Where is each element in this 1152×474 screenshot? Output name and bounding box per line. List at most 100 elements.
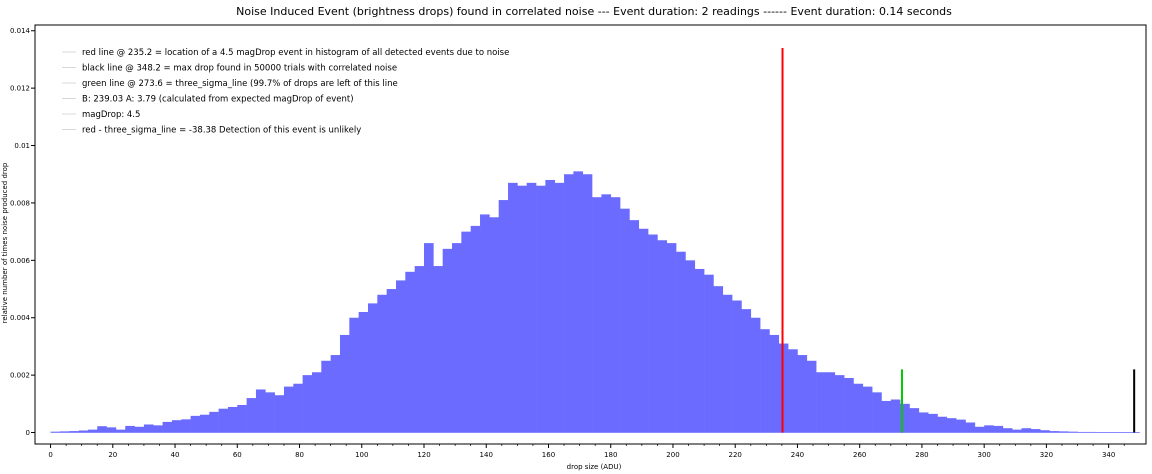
histogram-bar <box>918 412 929 433</box>
histogram-bar <box>862 386 873 433</box>
x-tick-label: 0 <box>48 451 52 459</box>
histogram-bar <box>255 389 266 433</box>
histogram-bar <box>1012 429 1022 433</box>
x-tick-label: 300 <box>977 451 990 459</box>
histogram-bar <box>638 228 649 433</box>
legend-entry: green line @ 273.6 = three_sigma_line (9… <box>82 79 398 89</box>
y-tick-label: 0.004 <box>10 314 31 322</box>
x-axis: 0 20 40 60 80 100 120 140 160 180 200 220 240 260 280 3… <box>48 444 1125 459</box>
histogram-bar <box>573 171 584 433</box>
histogram-bar <box>171 420 182 433</box>
histogram-bars <box>50 171 1140 434</box>
histogram-bar <box>237 404 247 433</box>
histogram-bar <box>1040 430 1050 433</box>
x-tick-label: 80 <box>295 451 304 459</box>
histogram-bar <box>676 251 686 433</box>
x-tick-label: 220 <box>729 451 742 459</box>
histogram-bar <box>909 408 920 433</box>
histogram-bar <box>657 240 668 433</box>
histogram-bar <box>69 431 79 433</box>
histogram-bar <box>778 343 789 433</box>
marker-lines <box>781 47 1136 433</box>
histogram-bar <box>424 243 434 433</box>
y-tick-label: 0.01 <box>14 142 30 150</box>
legend: red line @ 235.2 = location of a 4.5 mag… <box>62 48 509 136</box>
histogram-bar <box>265 392 275 433</box>
x-tick-label: 260 <box>853 451 866 459</box>
histogram-bar <box>853 383 864 433</box>
histogram-bar <box>946 418 957 433</box>
histogram-bar <box>797 355 808 433</box>
histogram-bar <box>984 425 994 433</box>
histogram-bar <box>1002 428 1013 433</box>
x-tick-label: 120 <box>417 451 430 459</box>
histogram-bar <box>685 260 696 433</box>
histogram-bar <box>592 197 602 433</box>
histogram-bar <box>582 174 593 433</box>
histogram-bar <box>78 430 89 433</box>
x-tick-label: 320 <box>1040 451 1053 459</box>
histogram-bar <box>358 311 369 433</box>
histogram-bar <box>806 360 817 433</box>
histogram-bar <box>956 419 966 433</box>
histogram-bar <box>890 399 901 433</box>
histogram-bar <box>965 422 976 433</box>
histogram-bar <box>629 220 640 433</box>
histogram-bar <box>246 398 257 433</box>
histogram-bar <box>1058 431 1069 433</box>
x-tick-label: 140 <box>480 451 493 459</box>
histogram-bar <box>704 274 714 433</box>
histogram-bar <box>610 197 621 433</box>
histogram-bar <box>601 194 612 433</box>
histogram-bar <box>844 377 854 433</box>
x-axis-title: drop size (ADU) <box>567 463 622 471</box>
histogram-bar <box>1030 429 1041 433</box>
histogram-bar <box>442 248 453 433</box>
y-tick-label: 0.002 <box>10 372 30 380</box>
histogram-bar <box>545 179 556 433</box>
histogram-bar <box>321 360 331 433</box>
histogram-bar <box>554 182 565 433</box>
x-tick-label: 280 <box>915 451 928 459</box>
histogram-bar <box>881 400 892 433</box>
y-tick-label: 0.014 <box>10 27 31 35</box>
y-tick-label: 0.006 <box>10 257 31 265</box>
histogram-bar <box>461 231 471 433</box>
histogram-bar <box>564 174 574 433</box>
histogram-bar <box>1021 428 1032 433</box>
legend-entry: red line @ 235.2 = location of a 4.5 mag… <box>82 48 509 58</box>
histogram-bar <box>330 355 341 433</box>
histogram-bar <box>181 419 191 433</box>
histogram-bar <box>162 421 173 433</box>
plot-area <box>34 24 1147 445</box>
histogram-bar <box>97 426 107 433</box>
histogram-bar <box>825 372 836 433</box>
histogram-bar <box>143 424 154 433</box>
histogram-bar <box>59 431 70 433</box>
legend-entry: red - three_sigma_line = -38.38 Detectio… <box>82 126 361 136</box>
histogram-bar <box>1049 431 1060 433</box>
histogram-bar <box>508 182 518 433</box>
x-tick-label: 60 <box>233 451 242 459</box>
y-tick-label: 0 <box>26 429 30 437</box>
histogram-bar <box>134 426 145 433</box>
histogram-bar <box>648 234 658 433</box>
histogram-bar <box>414 266 425 433</box>
histogram-bar <box>386 289 397 433</box>
legend-entry: magDrop: 4.5 <box>82 110 140 120</box>
y-tick-label: 0.008 <box>10 199 30 207</box>
y-axis: 0 0.002 0.004 0.006 0.008 0.01 0.012 0.014 <box>10 27 35 437</box>
histogram-bar <box>283 386 294 433</box>
histogram-bar <box>339 334 350 433</box>
histogram-bar <box>900 403 910 433</box>
legend-entry: black line @ 348.2 = max drop found in 5… <box>82 64 397 74</box>
histogram-bar <box>349 317 359 433</box>
histogram-bar <box>498 200 509 433</box>
histogram-bar <box>713 286 724 433</box>
histogram-bar <box>227 406 238 433</box>
histogram-bar <box>293 383 303 433</box>
histogram-bar <box>302 375 313 433</box>
legend-entry: B: 239.03 A: 3.79 (calculated from expec… <box>82 95 354 105</box>
histogram-bar <box>106 427 117 433</box>
